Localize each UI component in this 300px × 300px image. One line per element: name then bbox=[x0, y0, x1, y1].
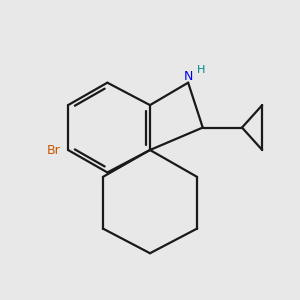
Text: H: H bbox=[197, 65, 206, 75]
Text: N: N bbox=[184, 70, 193, 83]
Text: Br: Br bbox=[47, 143, 61, 157]
